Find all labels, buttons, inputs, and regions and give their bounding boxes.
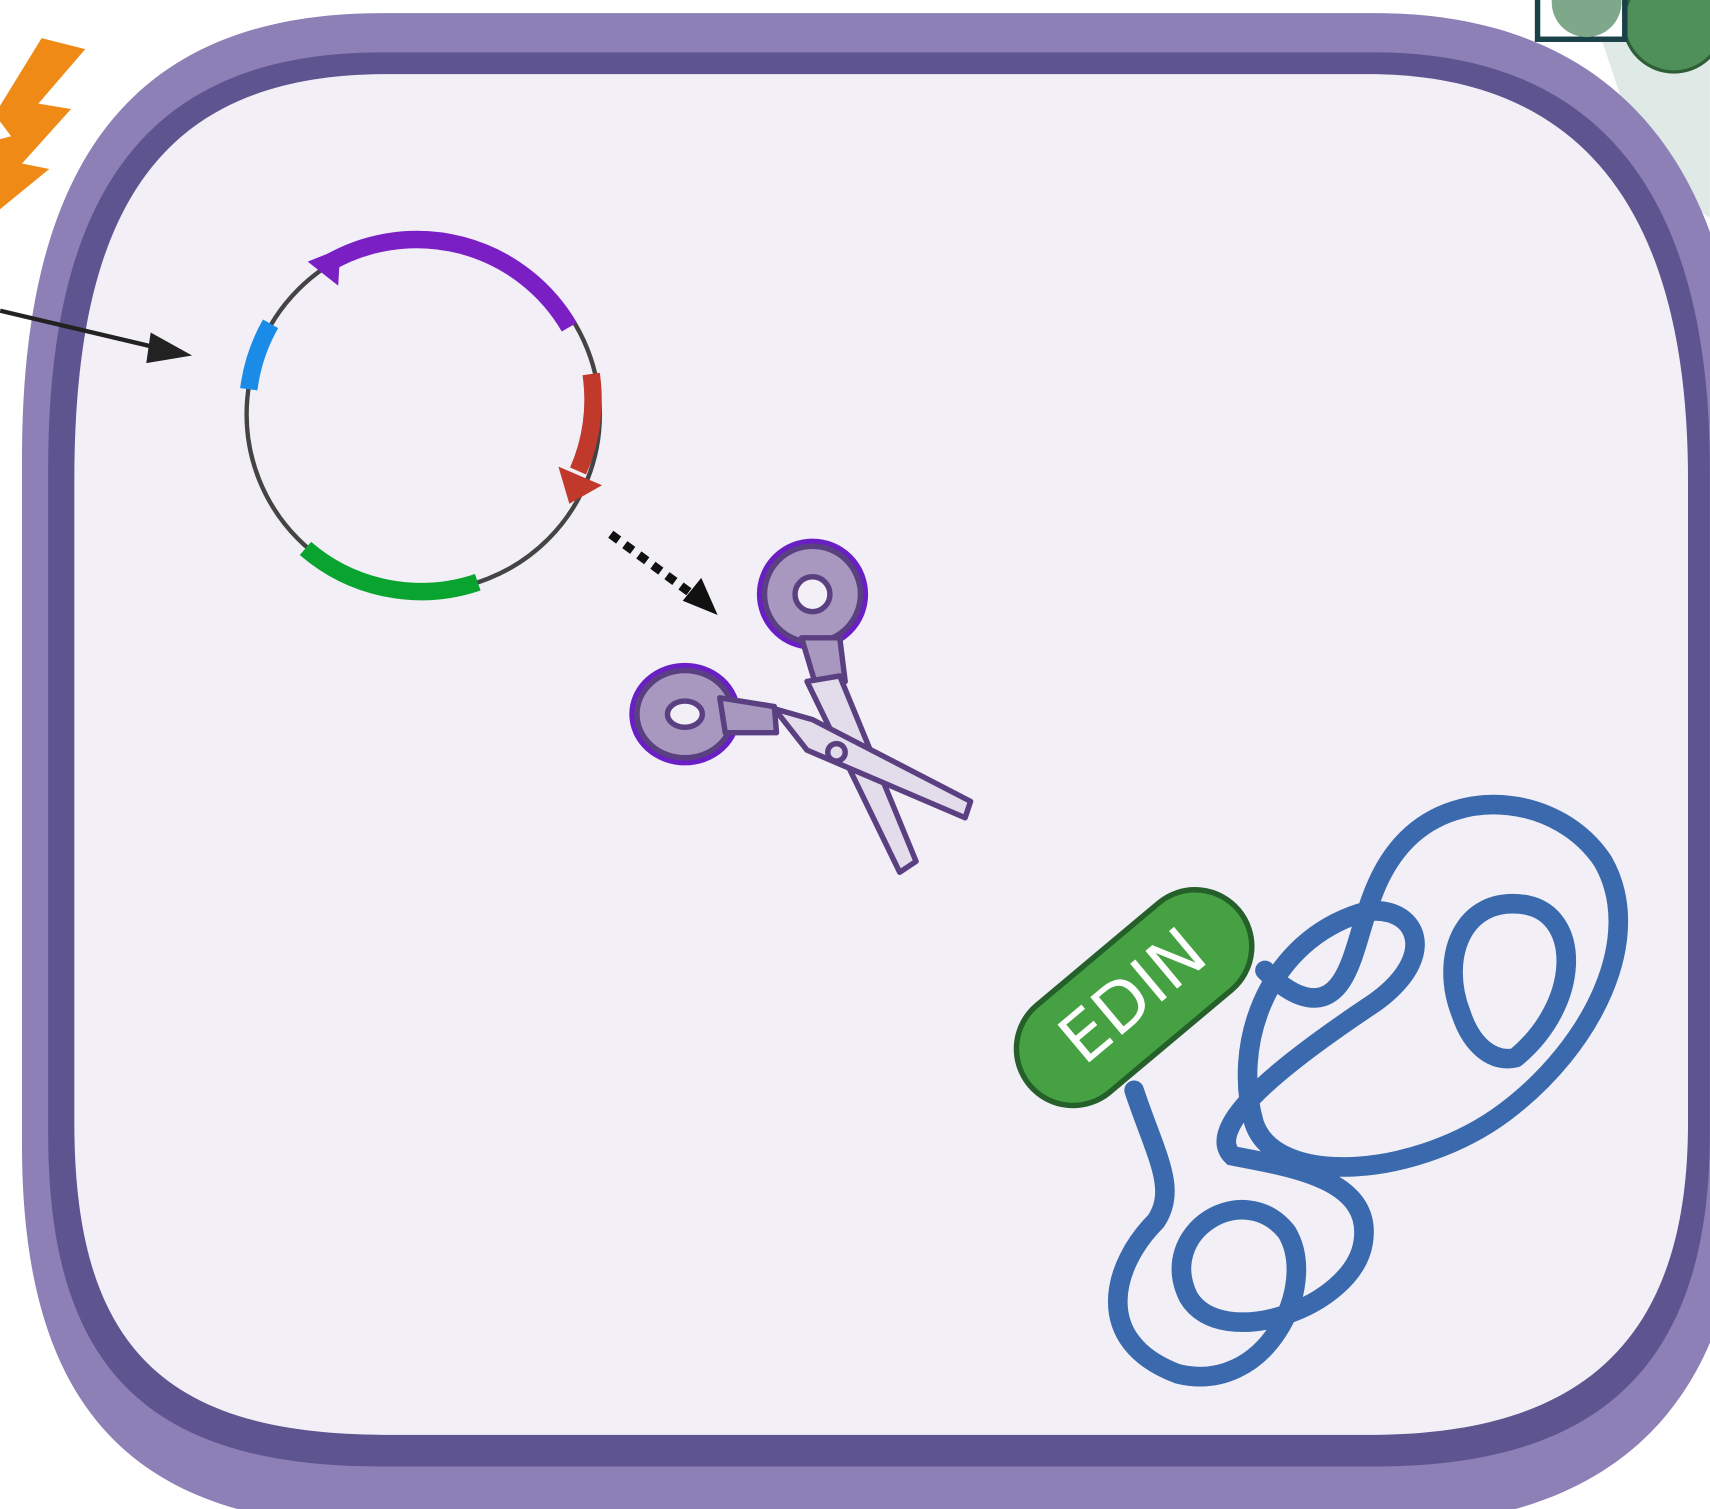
page: EDIN (() => { const data = JSON.parse(do… bbox=[0, 0, 1710, 1509]
diagram: EDIN bbox=[0, 0, 1710, 1509]
